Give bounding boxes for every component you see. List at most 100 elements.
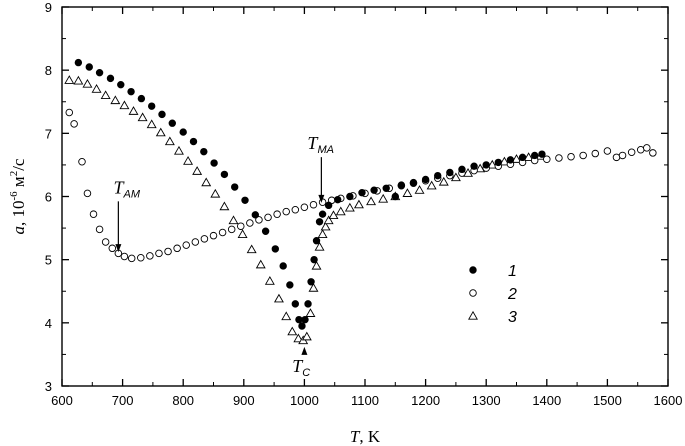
data-point-series-2 — [255, 216, 263, 224]
data-point-series-1 — [346, 192, 354, 201]
data-point-series-1 — [74, 58, 83, 67]
data-point-series-1 — [291, 300, 300, 308]
x-tick-label: 800 — [172, 393, 194, 408]
data-point-series-3 — [164, 136, 175, 146]
data-point-series-2 — [155, 249, 163, 258]
x-tick-label: 1400 — [532, 393, 561, 408]
legend-label: 1 — [508, 263, 517, 280]
data-point-series-3 — [366, 196, 377, 206]
data-point-series-1 — [200, 147, 208, 156]
data-point-series-1 — [210, 159, 218, 167]
x-tick-label: 1600 — [654, 393, 683, 408]
data-point-series-3 — [128, 106, 139, 115]
data-point-series-2 — [164, 247, 172, 256]
data-point-series-3 — [487, 159, 498, 169]
data-point-series-1 — [530, 151, 539, 160]
data-point-series-3 — [314, 241, 325, 251]
annotation-T_MA: TMA — [307, 133, 334, 203]
data-point-series-1 — [106, 74, 115, 83]
data-point-series-3 — [82, 78, 93, 88]
y-tick-label: 4 — [45, 316, 52, 331]
data-point-series-1 — [382, 184, 390, 192]
data-point-series-3 — [305, 308, 316, 317]
legend-marker-1 — [469, 266, 477, 274]
data-point-series-1 — [397, 181, 406, 189]
y-tick-label: 6 — [45, 190, 52, 205]
data-point-series-1 — [421, 175, 430, 184]
data-point-series-2 — [209, 231, 218, 240]
y-tick-label: 3 — [45, 379, 52, 394]
data-point-series-1 — [458, 165, 466, 174]
data-point-series-1 — [482, 161, 490, 169]
data-point-series-3 — [438, 176, 449, 186]
data-point-series-1 — [304, 300, 312, 308]
data-point-series-1 — [251, 211, 260, 219]
data-point-series-2 — [78, 158, 86, 166]
data-point-series-3 — [328, 210, 339, 220]
data-point-series-1 — [518, 153, 527, 162]
data-point-series-1 — [168, 119, 176, 127]
data-point-series-3 — [402, 188, 413, 197]
data-point-series-2 — [618, 151, 627, 160]
x-tick-label: 1300 — [472, 393, 501, 408]
data-point-series-3 — [287, 326, 298, 336]
data-point-series-3 — [173, 145, 184, 155]
data-point-series-3 — [146, 119, 157, 129]
data-point-series-1 — [85, 63, 93, 71]
data-point-series-3 — [344, 202, 355, 212]
data-point-series-1 — [137, 94, 146, 103]
data-point-series-1 — [271, 245, 280, 253]
data-point-series-3 — [64, 75, 75, 84]
data-point-series-1 — [446, 168, 454, 177]
legend-label: 2 — [507, 286, 517, 303]
annotation-T_AM: TAM — [114, 177, 141, 253]
data-point-series-2 — [591, 149, 600, 158]
data-point-series-1 — [318, 210, 327, 218]
data-point-series-3 — [317, 229, 328, 239]
data-point-series-2 — [120, 252, 129, 261]
data-point-series-3 — [100, 90, 111, 100]
data-point-series-3 — [201, 177, 212, 187]
data-point-series-1 — [147, 102, 156, 110]
data-point-series-2 — [309, 200, 318, 209]
annotation-T_C: TC — [292, 346, 310, 379]
data-point-series-2 — [182, 241, 190, 249]
data-point-series-2 — [282, 207, 290, 216]
data-point-series-3 — [499, 156, 510, 166]
series-2 — [65, 108, 657, 263]
x-tick-label: 1000 — [290, 393, 319, 408]
data-point-series-2 — [137, 254, 145, 262]
data-point-series-3 — [335, 206, 346, 216]
annotation-arrowhead — [115, 244, 122, 253]
data-point-series-3 — [273, 293, 284, 303]
data-point-series-2 — [95, 225, 104, 234]
y-axis-title: a, 10-6 м2/с — [8, 158, 28, 234]
annotation-arrowhead — [318, 194, 325, 203]
plot-area — [64, 58, 657, 345]
legend-item-1: 1 — [469, 263, 517, 280]
data-point-series-3 — [301, 331, 312, 341]
data-point-series-3 — [308, 282, 319, 292]
data-point-series-1 — [434, 171, 442, 180]
data-point-series-3 — [137, 112, 148, 122]
annotation-label: TAM — [114, 177, 141, 200]
data-point-series-1 — [298, 322, 306, 330]
data-point-series-3 — [228, 215, 239, 225]
data-point-series-1 — [370, 186, 378, 194]
data-point-series-3 — [281, 311, 292, 321]
data-point-series-3 — [246, 244, 257, 254]
data-point-series-2 — [300, 203, 309, 211]
data-point-series-1 — [158, 110, 166, 119]
annotations-layer: TAM TMA TC — [114, 133, 334, 379]
data-point-series-2 — [70, 120, 78, 128]
axes-layer: 600 700 800 900 1000 1100 1200 1300 1400 1500 1600… — [45, 0, 683, 408]
data-point-series-2 — [291, 206, 300, 214]
data-point-series-1 — [241, 196, 249, 204]
data-point-series-2 — [108, 244, 117, 253]
data-point-series-2 — [191, 238, 200, 246]
data-point-series-1 — [189, 137, 198, 146]
x-tick-label: 1100 — [351, 393, 379, 408]
data-point-series-1 — [470, 162, 478, 170]
data-point-series-3 — [237, 229, 248, 239]
